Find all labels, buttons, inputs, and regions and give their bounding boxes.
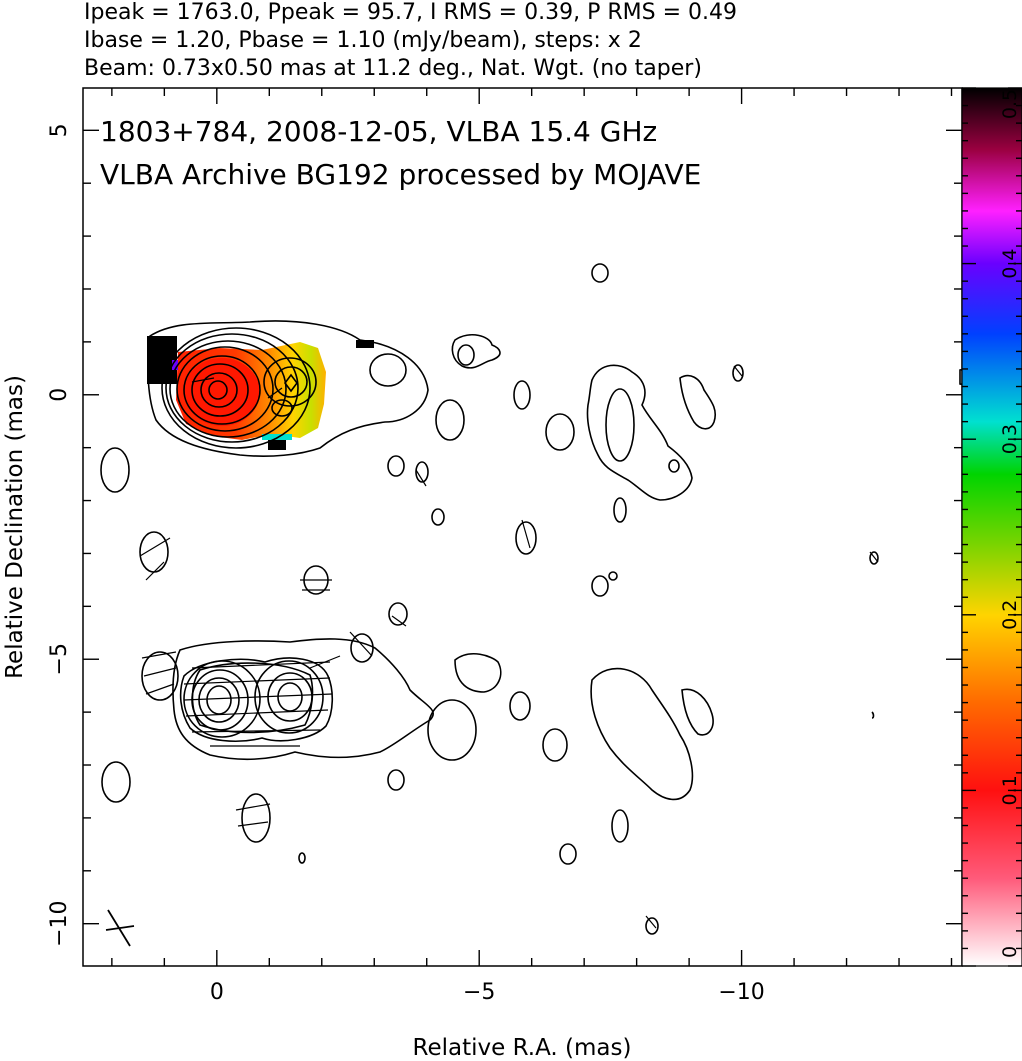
colorbar-tick-label: 0.1 [999, 775, 1021, 805]
plot-subtitle: VLBA Archive BG192 processed by MOJAVE [100, 158, 701, 191]
header-base-info: Ibase = 1.20, Pbase = 1.10 (mJy/beam), s… [84, 28, 642, 53]
evpa-ticks [139, 365, 879, 929]
colorbar-tick-label: 0 [999, 946, 1021, 958]
x-tick-label: 0 [210, 980, 224, 1005]
plot-title: 1803+784, 2008-12-05, VLBA 15.4 GHz [100, 115, 657, 148]
upper-intensity-contours [100, 263, 962, 626]
colorbar-tick-label: 0.5 [999, 89, 1021, 119]
y-tick-label: 5 [47, 123, 72, 137]
header-beam-info: Beam: 0.73x0.50 mas at 11.2 deg., Nat. W… [84, 56, 702, 81]
lower-intensity-contours [101, 633, 875, 935]
restoring-beam-marker [105, 909, 135, 947]
x-axis-label: Relative R.A. (mas) [413, 1035, 632, 1061]
colorbar-tick-label: 0.2 [999, 600, 1021, 630]
colorbar-scale [962, 88, 1022, 966]
y-axis-label: Relative Declination (mas) [2, 375, 28, 679]
y-tick-label: −10 [47, 900, 72, 946]
colorbar: 0 0.1 0.2 0.3 0.4 0.5 [961, 87, 1022, 967]
x-tick-label: −10 [718, 980, 764, 1005]
header-peak-info: Ipeak = 1763.0, Ppeak = 95.7, I RMS = 0.… [84, 0, 737, 25]
colorbar-tick-label: 0.3 [999, 424, 1021, 454]
colorbar-ticks: 0 0.1 0.2 0.3 0.4 0.5 [962, 87, 1022, 967]
colorbar-tick-label: 0.4 [999, 248, 1021, 278]
y-tick-label: −5 [47, 643, 72, 675]
x-axis-ticks: 0 −5 −10 [111, 88, 953, 1005]
y-axis-ticks: 5 0 −5 −10 [47, 123, 962, 947]
x-tick-label: −5 [463, 980, 495, 1005]
plot-area [100, 263, 962, 947]
plot-frame [82, 87, 963, 967]
y-tick-label: 0 [47, 388, 72, 402]
